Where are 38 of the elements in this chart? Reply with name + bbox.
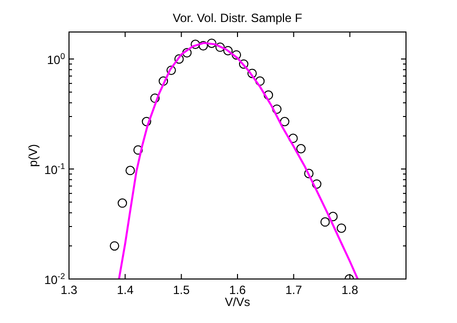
point <box>198 41 208 50</box>
y-tick-label: 10$^{0}$ <box>46 51 66 68</box>
x-tick-label: 1.4 <box>116 283 134 297</box>
point <box>328 212 338 222</box>
point <box>158 76 168 86</box>
point <box>190 40 200 50</box>
point <box>264 90 274 100</box>
point <box>232 50 242 60</box>
x-tick-label: 1.5 <box>172 283 190 297</box>
y-axis-title: p(V) <box>26 144 40 167</box>
point <box>247 68 257 78</box>
point <box>215 42 225 52</box>
point <box>174 54 184 64</box>
point <box>150 94 160 103</box>
point <box>296 144 306 154</box>
point <box>110 241 120 251</box>
point <box>255 76 265 86</box>
chart-title: Vor. Vol. Distr. Sample F <box>172 11 302 25</box>
point <box>118 198 128 208</box>
point <box>280 116 290 126</box>
point <box>312 179 322 189</box>
point <box>336 223 346 233</box>
x-axis-title: V/Vs <box>224 295 250 309</box>
point <box>272 104 282 114</box>
y-tick-label: 10$^{-1}$ <box>44 161 66 178</box>
point <box>126 166 135 176</box>
point <box>223 46 233 56</box>
point <box>166 66 176 75</box>
point <box>238 59 248 69</box>
x-tick-label: 1.6 <box>229 283 246 297</box>
point <box>133 145 143 155</box>
point <box>206 38 216 48</box>
point <box>182 48 192 58</box>
point <box>142 116 152 126</box>
point <box>320 217 330 227</box>
x-tick-label: 1.7 <box>285 283 302 297</box>
point <box>304 168 314 178</box>
x-tick-label: 1.8 <box>341 283 358 297</box>
